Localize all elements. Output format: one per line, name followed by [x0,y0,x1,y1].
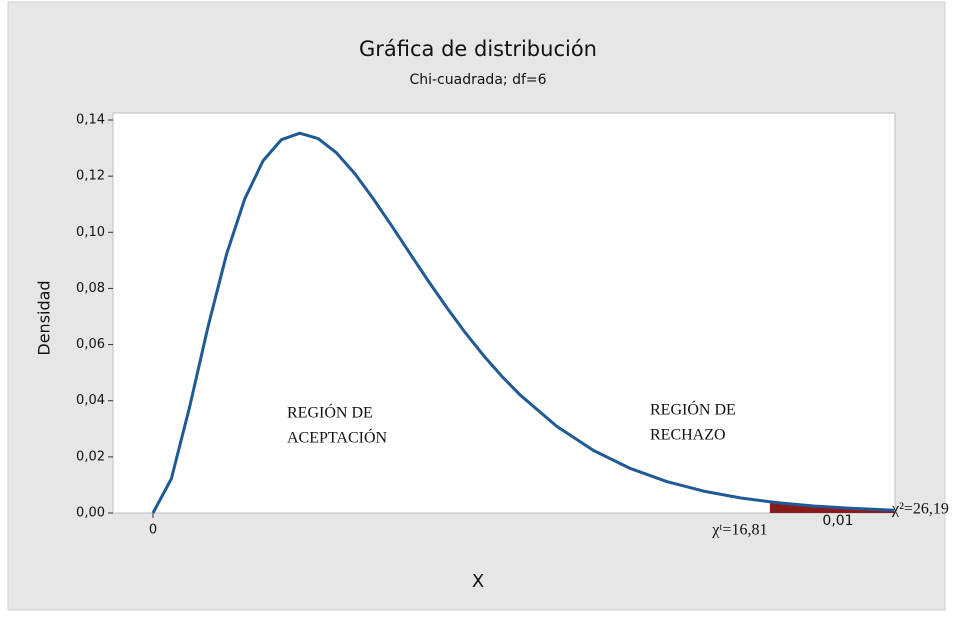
y-tick-label: 0,14 [76,113,105,128]
y-tick-label: 0,08 [76,281,105,296]
plot-area [112,112,896,514]
region-label: ACEPTACIÓN [287,428,388,447]
y-tick-label: 0,00 [76,506,105,521]
chart-subtitle: Chi-cuadrada; df=6 [409,72,546,88]
y-tick-label: 0,02 [76,449,105,464]
y-tick-label: 0,04 [76,393,105,408]
x-tick-label: 0 [149,523,157,538]
region-label: RECHAZO [650,427,726,444]
statistic-label: χ²=26,19 [891,501,949,518]
y-tick-label: 0,06 [76,337,105,352]
y-axis-label: Densidad [35,280,54,355]
x-axis-label: X [472,571,484,592]
y-tick-label: 0,12 [76,169,105,184]
density-curve [151,131,895,514]
y-tick-label: 0,10 [76,225,105,240]
chart-title: Gráfica de distribución [359,37,597,61]
tail-area-label: 0,01 [822,513,853,529]
region-label: REGIÓN DE [287,403,373,422]
critical-label: χᵗ=16,81 [711,522,767,539]
region-label: REGIÓN DE [650,400,736,419]
